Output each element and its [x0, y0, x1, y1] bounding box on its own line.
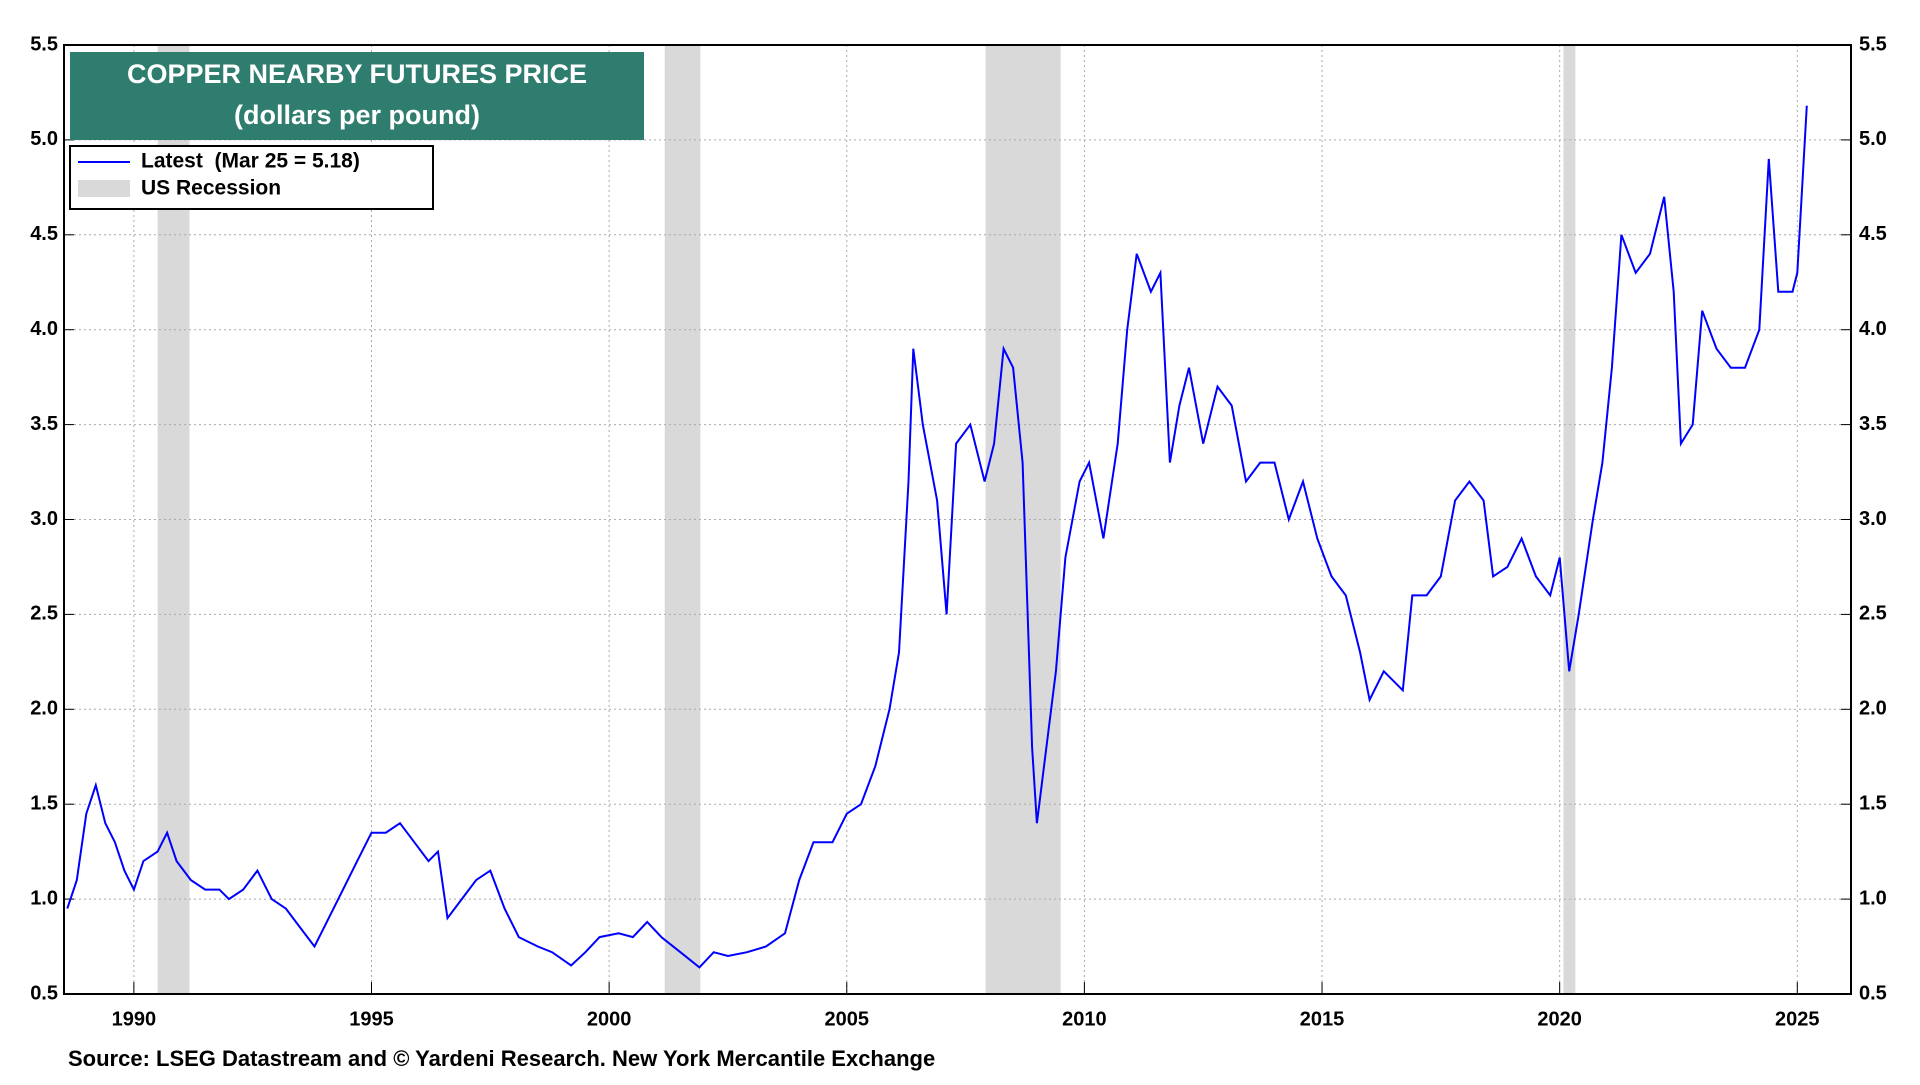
- y2-tick-label: 3.5: [1859, 413, 1887, 435]
- y2-tick-label: 2.0: [1859, 698, 1887, 720]
- legend-label: US Recession: [141, 177, 281, 200]
- x-tick-label: 2025: [1775, 1008, 1820, 1030]
- x-tick-label: 1990: [112, 1008, 157, 1030]
- chart-title: COPPER NEARBY FUTURES PRICE: [127, 59, 587, 89]
- y2-tick-label: 5.0: [1859, 128, 1887, 150]
- y2-tick-label: 1.0: [1859, 887, 1887, 909]
- y-tick-label: 3.0: [30, 508, 58, 530]
- chart-subtitle: (dollars per pound): [234, 100, 480, 130]
- y-tick-label: 0.5: [30, 982, 58, 1004]
- y-tick-label: 5.5: [30, 33, 58, 55]
- y2-tick-label: 1.5: [1859, 792, 1887, 814]
- y2-tick-label: 5.5: [1859, 33, 1887, 55]
- y-tick-label: 2.0: [30, 698, 58, 720]
- y-tick-label: 4.0: [30, 318, 58, 340]
- y2-tick-label: 2.5: [1859, 603, 1887, 625]
- y2-tick-label: 3.0: [1859, 508, 1887, 530]
- x-tick-label: 2010: [1062, 1008, 1107, 1030]
- legend-label: Latest (Mar 25 = 5.18): [141, 150, 360, 173]
- x-tick-label: 2005: [825, 1008, 870, 1030]
- x-tick-label: 2020: [1537, 1008, 1582, 1030]
- legend-box: [69, 145, 434, 210]
- y2-tick-label: 4.5: [1859, 223, 1887, 245]
- legend-swatch-band: [78, 180, 130, 197]
- x-tick-label: 1995: [349, 1008, 394, 1030]
- y-tick-label: 4.5: [30, 223, 58, 245]
- y-tick-label: 1.0: [30, 887, 58, 909]
- title-box: [70, 52, 644, 140]
- y-tick-label: 5.0: [30, 128, 58, 150]
- y2-tick-label: 0.5: [1859, 982, 1887, 1004]
- x-tick-label: 2000: [587, 1008, 632, 1030]
- y2-tick-label: 4.0: [1859, 318, 1887, 340]
- source-note: Source: LSEG Datastream and © Yardeni Re…: [68, 1046, 935, 1071]
- x-tick-label: 2015: [1300, 1008, 1345, 1030]
- y-tick-label: 3.5: [30, 413, 58, 435]
- y-tick-label: 1.5: [30, 792, 58, 814]
- plot-frame: [63, 44, 1852, 995]
- y-tick-label: 2.5: [30, 603, 58, 625]
- recession-band: [985, 45, 1061, 994]
- price-line: [66, 105, 1808, 969]
